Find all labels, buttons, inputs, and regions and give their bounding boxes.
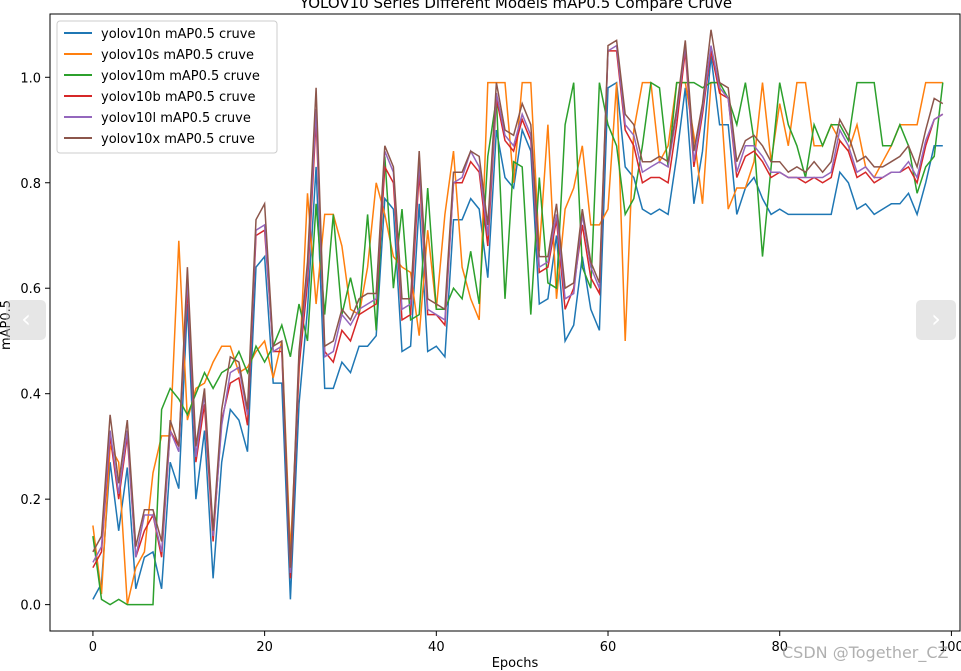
legend: yolov10n mAP0.5 cruve yolov10s mAP0.5 cru…	[56, 20, 278, 154]
series-line-5	[92, 29, 944, 568]
x-tick-label: 40	[428, 640, 445, 655]
legend-label-0: yolov10n mAP0.5 cruve	[101, 27, 255, 42]
watermark: CSDN @Together_CZ	[782, 643, 949, 662]
x-tick-label: 100	[939, 640, 961, 655]
series-line-4	[92, 44, 944, 574]
plot-frame	[49, 13, 961, 632]
x-axis-label: Epochs	[492, 656, 539, 671]
series-line-0	[92, 56, 943, 600]
series-line-3	[92, 50, 944, 579]
y-tick-label: 0.0	[20, 599, 41, 614]
y-tick-label: 0.8	[20, 177, 41, 192]
chart-title: YOLOV10 Series Different Models mAP0.5 C…	[299, 0, 732, 12]
y-tick-label: 0.4	[20, 388, 41, 403]
y-axis: 0.0 0.2 0.4 0.6 0.8 1.0	[20, 71, 50, 614]
x-tick-label: 0	[89, 640, 97, 655]
legend-label-4: yolov10l mAP0.5 cruve	[101, 111, 251, 126]
chevron-left-icon: ‹	[21, 305, 31, 333]
x-tick-label: 60	[600, 640, 617, 655]
x-axis: 0 20 40 60 80 100	[89, 631, 961, 655]
legend-label-1: yolov10s mAP0.5 cruve	[101, 48, 254, 63]
chevron-right-icon: ›	[931, 305, 941, 333]
legend-label-3: yolov10b mAP0.5 cruve	[101, 90, 255, 105]
x-tick-label: 20	[256, 640, 273, 655]
series-lines	[92, 29, 944, 606]
x-tick-label: 80	[771, 640, 788, 655]
y-tick-label: 1.0	[20, 71, 41, 86]
y-axis-label: mAP0.5	[0, 300, 14, 350]
legend-label-5: yolov10x mAP0.5 cruve	[101, 132, 255, 147]
y-tick-label: 0.6	[20, 282, 41, 297]
legend-label-2: yolov10m mAP0.5 cruve	[101, 69, 260, 84]
legend-box	[56, 20, 278, 154]
previous-arrow-button[interactable]: ‹	[6, 300, 46, 340]
next-arrow-button[interactable]: ›	[916, 300, 956, 340]
y-tick-label: 0.2	[20, 493, 41, 508]
